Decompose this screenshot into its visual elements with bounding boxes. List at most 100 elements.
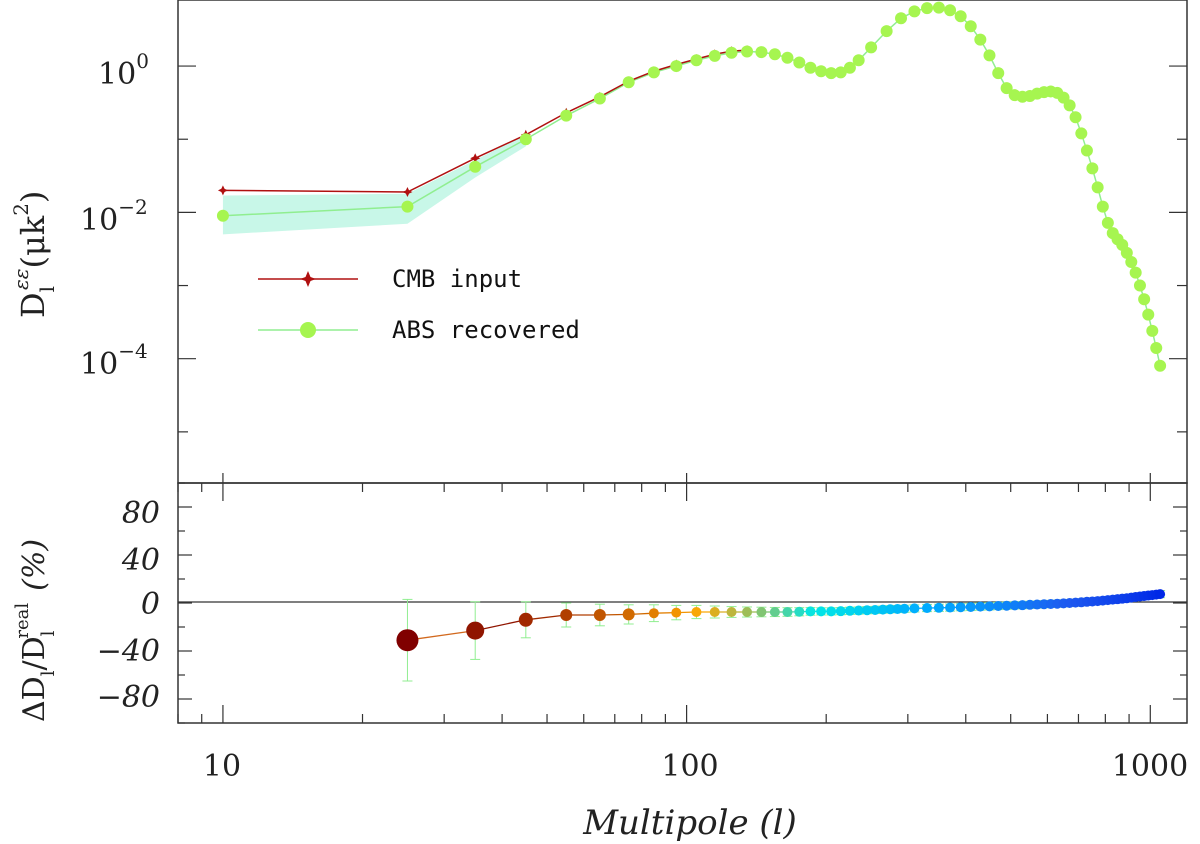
abs-recovered-point — [216, 209, 229, 222]
abs-recovered-point — [865, 41, 878, 54]
residual-point — [899, 603, 910, 614]
residual-point — [671, 607, 682, 618]
residual-point — [622, 608, 635, 621]
residual-point — [993, 601, 1004, 611]
abs-recovered-point — [781, 51, 794, 64]
abs-recovered-point — [560, 109, 573, 122]
residual-point — [1024, 599, 1035, 610]
abs-recovered-point — [815, 65, 828, 78]
abs-recovered-point — [670, 60, 683, 73]
spectrum-plot-frame — [177, 0, 1188, 484]
abs-recovered-point — [622, 76, 635, 89]
residual-y-ticks — [178, 482, 1187, 724]
abs-recovered-point — [1133, 279, 1146, 292]
abs-recovered-point — [932, 1, 945, 14]
residual-y-tick-label-neg80: −80 — [97, 680, 160, 715]
abs-recovered-point — [1000, 82, 1013, 95]
abs-recovered-point — [1125, 255, 1138, 268]
abs-recovered-point — [725, 46, 738, 59]
uncertainty-band-layer — [222, 134, 526, 235]
residual-point — [805, 606, 816, 617]
spectrum-y-tick-label-3: 10−4 — [80, 339, 148, 382]
residual-point — [885, 604, 896, 615]
legend-entry-abs: ABS recovered — [258, 316, 580, 344]
abs-recovered-point — [921, 2, 934, 15]
residual-point — [794, 606, 805, 617]
abs-recovered-point — [647, 66, 660, 79]
spectrum-y-tick-label-1: 100 — [98, 49, 149, 92]
residual-point — [1017, 600, 1028, 611]
legend: CMB input ABS recovered — [258, 265, 580, 344]
abs-recovered-point — [1063, 99, 1076, 112]
x-tick-label-1000: 1000 — [1112, 749, 1188, 784]
residual-y-tick-label-neg40: −40 — [97, 634, 160, 669]
residual-point — [870, 604, 881, 615]
abs-recovered-point — [852, 54, 865, 67]
residual-point — [877, 604, 888, 615]
residual-point — [965, 601, 976, 612]
spectrum-x-minor-ticks — [222, 473, 1151, 483]
legend-cmb-star-icon — [300, 271, 316, 287]
abs-recovered-point — [983, 49, 996, 62]
residual-point — [518, 612, 533, 627]
abs-recovered-point — [804, 61, 817, 74]
abs-recovered-point — [944, 4, 957, 17]
residual-point — [1009, 600, 1020, 611]
legend-abs-circle-icon — [300, 322, 316, 338]
x-tick-label-100: 100 — [661, 749, 718, 784]
x-axis-title: Multipole (l) — [582, 803, 797, 843]
residual-panel: 80 40 0 −40 −80 ΔDl/Dlreal(%) 10 100 100… — [12, 482, 1188, 843]
cmb-input-point — [402, 186, 413, 197]
abs-recovered-point — [1096, 200, 1109, 213]
residual-point — [816, 606, 827, 617]
abs-recovered-point — [1138, 293, 1151, 306]
spectrum-y-ticks — [178, 65, 1187, 433]
abs-recovered-point — [834, 66, 847, 79]
abs-recovered-point — [974, 33, 987, 46]
residual-y-axis-title: ΔDl/Dlreal(%) — [12, 539, 59, 722]
abs-recovered-point — [519, 133, 532, 146]
abs-recovered-point — [469, 160, 482, 173]
abs-recovered-point — [1129, 266, 1142, 279]
abs-recovered-point — [964, 20, 977, 33]
legend-cmb-label: CMB input — [392, 265, 522, 293]
abs-recovered-point — [401, 200, 414, 213]
residual-point — [756, 607, 767, 617]
abs-recovered-point — [1080, 144, 1093, 157]
abs-recovered-point — [593, 92, 606, 105]
residual-point — [826, 606, 837, 617]
residual-point — [648, 608, 659, 619]
abs-uncertainty-band — [222, 134, 526, 235]
residual-point — [726, 607, 737, 617]
residual-point — [782, 607, 793, 617]
abs-recovered-point — [768, 48, 781, 61]
abs-recovered-point — [690, 54, 703, 67]
residual-point — [466, 621, 485, 640]
spectrum-series-layer — [216, 1, 1167, 372]
residual-point — [560, 609, 573, 621]
abs-recovered-point — [793, 56, 806, 69]
residual-point — [835, 606, 846, 617]
abs-recovered-point — [1120, 246, 1133, 259]
residual-point — [396, 629, 419, 652]
abs-recovered-point — [880, 25, 893, 38]
abs-recovered-point — [1101, 216, 1114, 229]
abs-recovered-point — [1154, 359, 1167, 372]
abs-recovered-point — [1075, 127, 1088, 140]
abs-recovered-point — [1091, 181, 1104, 194]
abs-recovered-point — [1142, 308, 1155, 321]
legend-abs-label: ABS recovered — [392, 316, 580, 344]
abs-recovered-point — [954, 10, 967, 23]
residual-point — [593, 609, 606, 621]
residual-point — [844, 605, 855, 616]
legend-entry-cmb: CMB input — [258, 265, 522, 293]
residual-point — [862, 605, 873, 616]
abs-recovered-point — [908, 5, 921, 18]
abs-recovered-point — [895, 12, 908, 25]
residual-point — [1001, 600, 1012, 611]
cmb-input-point — [470, 153, 481, 164]
residual-line-segment — [407, 629, 476, 641]
residual-point — [975, 601, 986, 612]
abs-recovered-point — [741, 45, 754, 58]
